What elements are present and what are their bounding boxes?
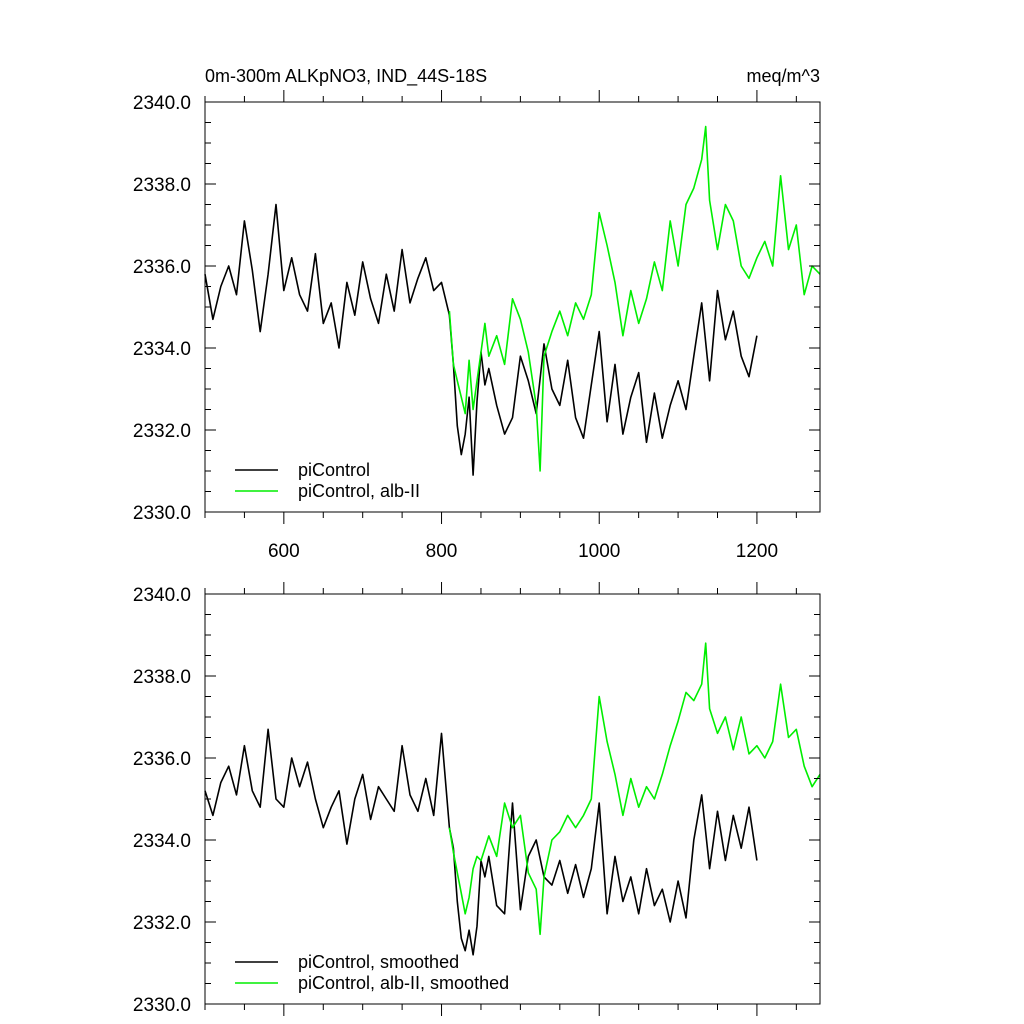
top-y-tick-label: 2330.0 xyxy=(133,503,191,524)
bottom-legend-label: piControl, alb-II, smoothed xyxy=(298,973,509,993)
bottom-legend-label: piControl, smoothed xyxy=(298,952,459,972)
top-y-tick-label: 2336.0 xyxy=(133,257,191,278)
top-y-tick-label: 2338.0 xyxy=(133,175,191,196)
top-y-tick-label: 2334.0 xyxy=(133,339,191,360)
bottom-y-tick-label: 2338.0 xyxy=(133,667,191,688)
bottom-y-tick-label: 2330.0 xyxy=(133,995,191,1016)
bottom-panel: 2330.0 2332.0 2334.0 2336.0 2338.0 2340.0 piC… xyxy=(133,582,821,1016)
top-legend-label: piControl, alb-II xyxy=(298,481,420,501)
top-legend-label: piControl xyxy=(298,460,370,480)
chart-title: 0m-300m ALKpNO3, IND_44S-18S xyxy=(205,66,487,87)
top-series-alb-ii-line xyxy=(448,125,821,472)
bottom-series-picontrol-line xyxy=(204,728,758,956)
bottom-panel-axes: 2330.0 2332.0 2334.0 2336.0 2338.0 2340.0 xyxy=(133,582,820,1016)
top-panel-frame xyxy=(204,101,821,513)
top-x-tick-label: 1200 xyxy=(736,541,778,562)
bottom-y-tick-label: 2332.0 xyxy=(133,913,191,934)
top-panel-series xyxy=(204,125,821,476)
bottom-y-tick-label: 2334.0 xyxy=(133,831,191,852)
top-panel-axes: 2330.0 2332.0 2334.0 2336.0 2338.0 2340.0 600 8… xyxy=(133,90,820,562)
top-x-tick-label: 800 xyxy=(426,541,458,562)
bottom-panel-series xyxy=(204,642,821,956)
bottom-y-tick-label: 2340.0 xyxy=(133,585,191,606)
top-x-tick-label: 1000 xyxy=(578,541,620,562)
top-x-tick-label: 600 xyxy=(268,541,300,562)
units-label: meq/m^3 xyxy=(747,66,820,86)
top-y-tick-label: 2332.0 xyxy=(133,421,191,442)
top-y-tick-label: 2340.0 xyxy=(133,93,191,114)
top-series-picontrol-line xyxy=(204,203,758,476)
bottom-panel-frame xyxy=(204,593,821,1005)
top-panel: 2330.0 2332.0 2334.0 2336.0 2338.0 2340.0 600 8… xyxy=(133,90,821,562)
bottom-y-tick-label: 2336.0 xyxy=(133,749,191,770)
bottom-series-alb-ii-line xyxy=(448,642,821,936)
